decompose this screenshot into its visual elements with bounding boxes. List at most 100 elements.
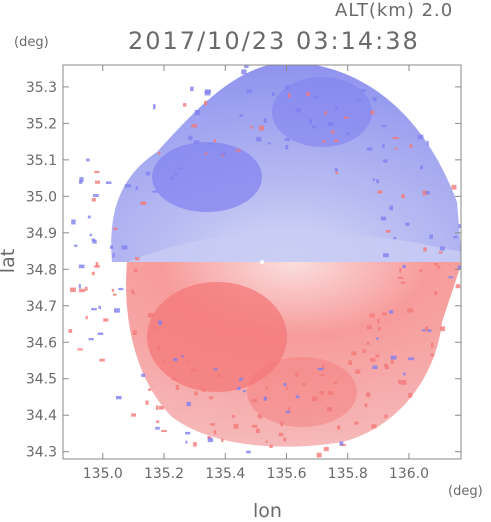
echo-speckle	[420, 165, 424, 170]
echo-speckle	[209, 396, 214, 400]
echo-speckle	[158, 405, 164, 410]
echo-speckle	[68, 329, 73, 333]
echo-speckle	[425, 326, 429, 332]
approaching-core-west	[152, 142, 262, 212]
echo-speckle	[284, 138, 290, 142]
echo-speckle	[78, 264, 85, 269]
echo-speckle	[185, 440, 188, 444]
echo-speckle	[271, 92, 275, 96]
echo-speckle	[422, 190, 428, 196]
echo-speckle	[381, 312, 387, 316]
echo-speckle	[351, 351, 357, 356]
echo-speckle	[344, 116, 349, 119]
echo-speckle	[327, 122, 334, 127]
echo-speckle	[161, 430, 167, 433]
echo-speckle	[323, 447, 329, 452]
echo-speckle	[174, 172, 179, 176]
echo-speckle	[400, 380, 407, 385]
echo-speckle	[239, 114, 243, 117]
echo-speckle	[185, 431, 191, 435]
echo-speckle	[355, 369, 361, 374]
echo-speckle	[401, 194, 405, 199]
echo-speckle	[95, 262, 99, 267]
echo-speckle	[178, 167, 181, 170]
x-axis-label: lon	[253, 500, 282, 522]
echo-speckle	[194, 391, 198, 396]
x-tick-label: 135.0	[83, 466, 123, 482]
echo-speckle	[309, 119, 312, 124]
echo-speckle	[213, 430, 217, 435]
echo-speckle	[250, 125, 253, 129]
echo-speckle	[434, 263, 439, 266]
y-tick-label: 34.4	[26, 408, 57, 424]
echo-speckle	[191, 124, 197, 128]
echo-speckle	[94, 170, 100, 174]
y-axis-unit: (deg)	[14, 35, 49, 50]
echo-speckle	[94, 265, 100, 268]
echo-speckle	[239, 377, 243, 381]
echo-speckle	[285, 144, 289, 150]
echo-speckle	[152, 104, 156, 110]
echo-speckle	[135, 257, 140, 261]
echo-speckle	[97, 332, 104, 336]
echo-speckle	[131, 291, 135, 295]
echo-speckle	[335, 171, 339, 175]
echo-speckle	[158, 151, 161, 155]
echo-speckle	[419, 269, 423, 272]
echo-speckle	[92, 239, 97, 244]
echo-speckle	[269, 444, 273, 449]
echo-speckle	[455, 284, 461, 289]
echo-speckle	[246, 89, 252, 94]
echo-speckle	[425, 191, 430, 195]
echo-speckle	[85, 315, 88, 320]
echo-speckle	[285, 84, 290, 90]
echo-speckle	[372, 365, 378, 370]
echo-speckle	[131, 289, 134, 292]
echo-speckle	[257, 413, 262, 418]
echo-speckle	[417, 134, 424, 140]
echo-speckle	[185, 358, 189, 362]
echo-speckle	[78, 284, 81, 289]
y-tick-label: 34.8	[26, 262, 57, 278]
echo-speckle	[375, 354, 380, 358]
echo-speckle	[74, 244, 78, 247]
echo-speckle	[360, 89, 366, 92]
plot-frame	[62, 64, 462, 460]
echo-speckle	[251, 424, 258, 428]
echo-speckle	[283, 382, 287, 387]
echo-speckle	[382, 143, 385, 149]
altitude-label: ALT(km) 2.0	[335, 0, 454, 21]
y-tick-label: 34.7	[26, 299, 57, 315]
echo-speckle	[201, 388, 206, 392]
echo-speckle	[451, 184, 457, 190]
echo-speckle	[251, 398, 258, 403]
echo-speckle	[287, 407, 291, 412]
echo-speckle	[376, 337, 379, 340]
echo-speckle	[118, 287, 124, 291]
echo-speckle	[381, 125, 386, 128]
echo-speckle	[186, 401, 191, 407]
echo-speckle	[204, 89, 211, 94]
echo-speckle	[439, 246, 445, 251]
echo-speckle	[79, 180, 83, 184]
echo-speckle	[132, 330, 137, 335]
echo-speckle	[377, 190, 383, 194]
echo-speckle	[398, 379, 401, 385]
echo-speckle	[390, 359, 394, 364]
echo-speckle	[383, 159, 388, 163]
echo-speckle	[421, 329, 426, 332]
echo-speckle	[193, 442, 197, 447]
echo-speckle	[256, 136, 262, 142]
echo-speckle	[91, 198, 96, 202]
echo-speckle	[121, 245, 128, 250]
echo-speckle	[430, 353, 435, 357]
echo-speckle	[377, 318, 380, 324]
echo-speckle	[87, 215, 91, 219]
echo-speckle	[213, 368, 218, 371]
echo-speckle	[140, 201, 147, 205]
echo-speckle	[457, 265, 461, 270]
echo-speckle	[437, 265, 441, 269]
y-tick-label: 35.3	[26, 80, 57, 96]
echo-speckle	[141, 373, 146, 377]
echo-speckle	[194, 110, 200, 115]
